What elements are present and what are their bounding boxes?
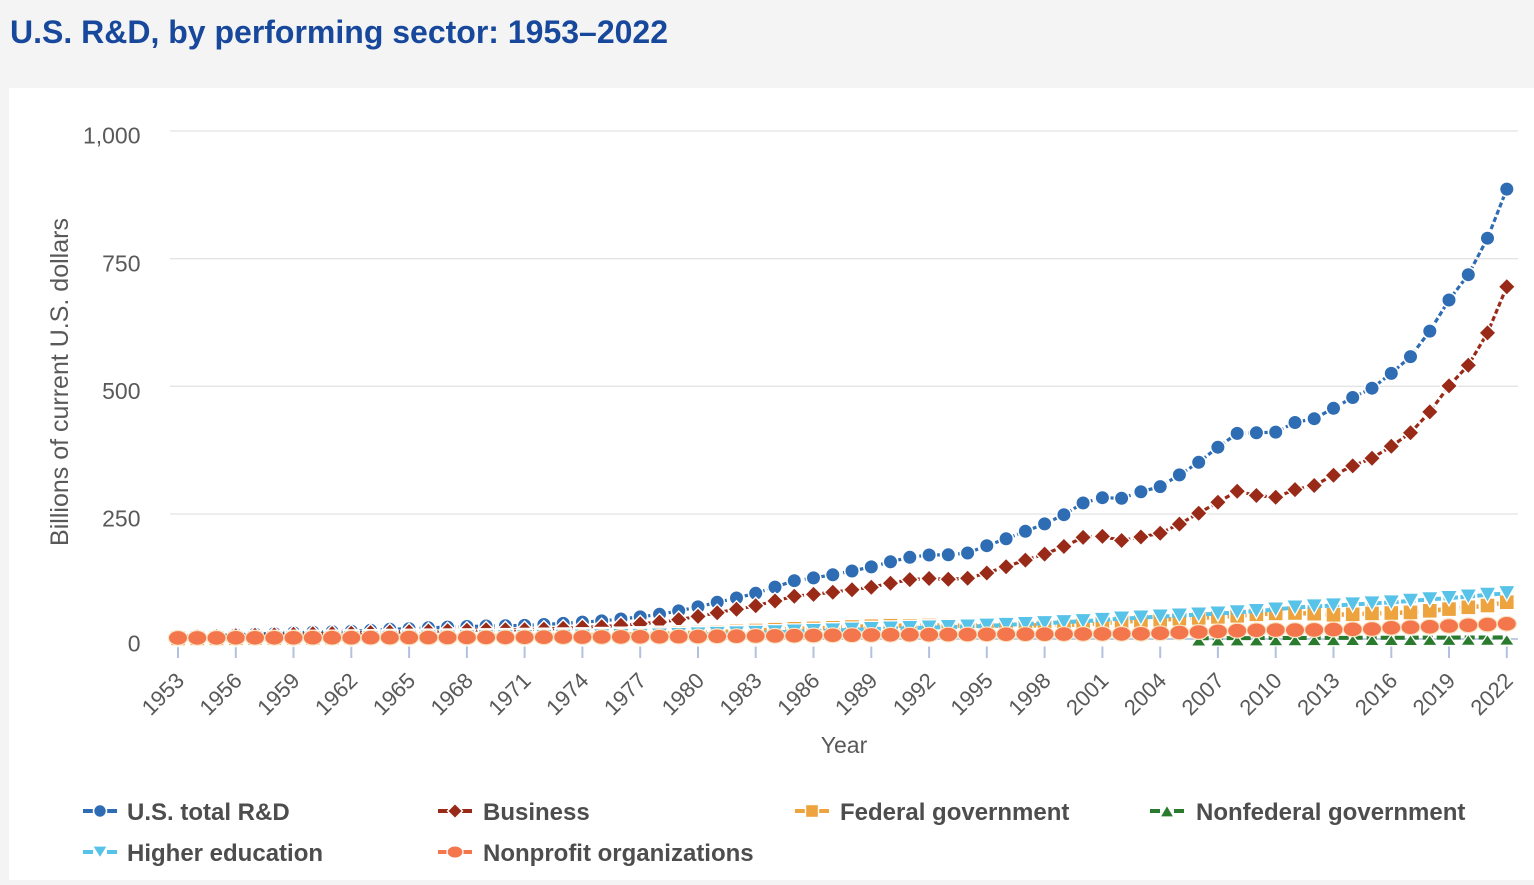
svg-text:Nonfederal government: Nonfederal government — [1196, 799, 1465, 826]
svg-text:Business: Business — [483, 799, 590, 826]
svg-text:Federal government: Federal government — [840, 799, 1069, 826]
svg-text:Year: Year — [821, 732, 868, 758]
svg-text:750: 750 — [102, 250, 140, 276]
svg-text:500: 500 — [102, 378, 140, 404]
svg-text:1,000: 1,000 — [83, 123, 141, 149]
svg-text:Nonprofit organizations: Nonprofit organizations — [483, 840, 754, 867]
svg-text:Higher education: Higher education — [127, 840, 323, 867]
svg-text:0: 0 — [128, 631, 141, 657]
svg-text:U.S. R&D, by performing sector: U.S. R&D, by performing sector: 1953–202… — [10, 14, 668, 50]
svg-text:Billions of current U.S. dolla: Billions of current U.S. dollars — [46, 218, 74, 546]
svg-text:250: 250 — [102, 506, 140, 532]
svg-text:U.S. total R&D: U.S. total R&D — [127, 799, 290, 826]
